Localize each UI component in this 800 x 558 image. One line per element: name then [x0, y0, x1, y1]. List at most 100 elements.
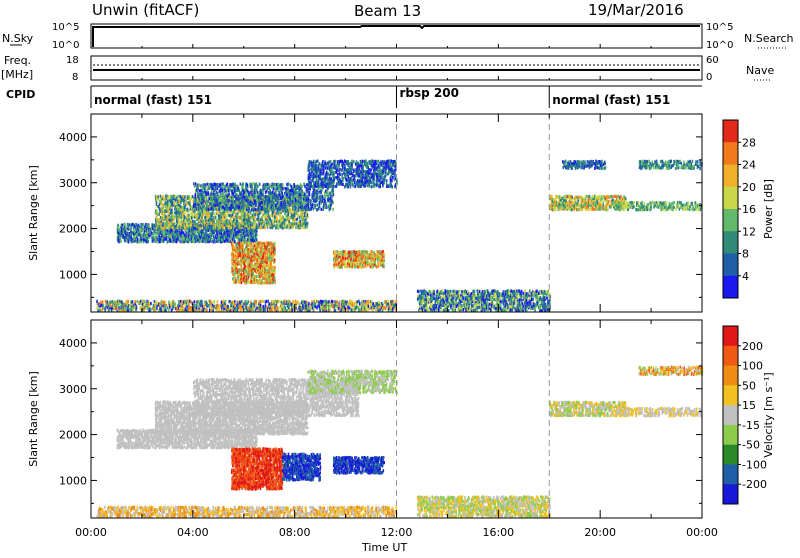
- scatter-cell: [259, 183, 261, 186]
- scatter-cell: [168, 207, 170, 210]
- scatter-cell: [300, 224, 302, 227]
- scatter-cell: [475, 294, 477, 297]
- scatter-cell: [266, 195, 268, 198]
- scatter-cell: [268, 300, 270, 303]
- scatter-cell: [431, 303, 433, 306]
- scatter-cell: [199, 309, 201, 312]
- scatter-cell: [373, 302, 375, 305]
- scatter-cell: [549, 300, 551, 303]
- scatter-cell: [139, 225, 141, 228]
- scatter-cell: [282, 195, 284, 198]
- scatter-cell: [189, 306, 191, 309]
- nsky-panel: N.Sky 10^5 10^0 10^5 10^0 N.Search: [2, 22, 794, 80]
- scatter-cell: [524, 290, 526, 293]
- scatter-cell: [206, 202, 208, 205]
- scatter-cell: [206, 303, 208, 306]
- scatter-cell: [254, 226, 256, 229]
- scatter-cell: [168, 195, 170, 198]
- scatter-cell: [270, 185, 272, 188]
- scatter-cell: [162, 308, 164, 311]
- scatter-cell: [257, 185, 259, 188]
- scatter-cell: [127, 300, 129, 303]
- scatter-cell: [293, 305, 295, 308]
- scatter-cell: [200, 206, 202, 209]
- scatter-cell: [236, 216, 238, 219]
- scatter-cell: [205, 183, 207, 186]
- scatter-cell: [307, 214, 309, 217]
- scatter-cell: [359, 302, 361, 305]
- scatter-cell: [516, 289, 518, 292]
- scatter-cell: [507, 304, 509, 307]
- scatter-cell: [215, 216, 217, 219]
- scatter-cell: [229, 218, 231, 221]
- scatter-cell: [156, 226, 158, 229]
- scatter-cell: [196, 300, 198, 303]
- scatter-cell: [219, 206, 221, 209]
- scatter-cell: [288, 182, 290, 185]
- scatter-cell: [129, 228, 131, 231]
- scatter-cell: [201, 300, 203, 303]
- scatter-cell: [247, 184, 249, 187]
- scatter-cell: [337, 300, 339, 303]
- scatter-cell: [251, 186, 253, 189]
- scatter-cell: [266, 300, 268, 303]
- scatter-cell: [239, 233, 241, 236]
- scatter-cell: [213, 305, 215, 308]
- scatter-cell: [463, 297, 465, 300]
- scatter-cell: [297, 301, 299, 304]
- scatter-cell: [172, 224, 174, 227]
- scatter-cell: [99, 309, 101, 312]
- scatter-cell: [182, 305, 184, 308]
- scatter-cell: [465, 289, 467, 292]
- scatter-cell: [230, 195, 232, 198]
- scatter-cell: [251, 193, 253, 196]
- scatter-cell: [254, 216, 256, 219]
- scatter-cell: [383, 306, 385, 309]
- cpid-mode-label: normal (fast) 151: [552, 93, 670, 107]
- scatter-cell: [255, 308, 257, 311]
- scatter-cell: [517, 296, 519, 299]
- date-title: 19/Mar/2016: [588, 1, 684, 19]
- scatter-cell: [385, 307, 387, 310]
- scatter-cell: [285, 222, 287, 225]
- scatter-cell: [526, 308, 528, 311]
- scatter-cell: [152, 307, 154, 310]
- scatter-cell: [217, 300, 219, 303]
- scatter-cell: [219, 183, 221, 186]
- scatter-cell: [440, 306, 442, 309]
- scatter-cell: [357, 300, 359, 303]
- scatter-cell: [184, 234, 186, 237]
- scatter-cell: [297, 214, 299, 217]
- scatter-cell: [196, 306, 198, 309]
- scatter-cell: [393, 300, 395, 303]
- scatter-cell: [229, 214, 231, 217]
- scatter-cell: [208, 208, 210, 211]
- scatter-cell: [460, 300, 462, 303]
- scatter-cell: [195, 182, 197, 185]
- scatter-cell: [219, 226, 221, 229]
- scatter-cell: [236, 193, 238, 196]
- scatter-cell: [339, 304, 341, 307]
- scatter-cell: [542, 290, 544, 293]
- scatter-cell: [164, 226, 166, 229]
- scatter-cell: [242, 182, 244, 185]
- scatter-cell: [156, 301, 158, 304]
- scatter-cell: [260, 300, 262, 303]
- scatter-cell: [196, 235, 198, 238]
- scatter-cell: [205, 187, 207, 190]
- scatter-cell: [207, 226, 209, 229]
- scatter-cell: [351, 300, 353, 303]
- scatter-cell: [419, 290, 421, 293]
- scatter-cell: [217, 183, 219, 186]
- freq-tick-top: 18: [66, 55, 79, 66]
- scatter-cell: [120, 240, 122, 243]
- scatter-cell: [232, 182, 234, 185]
- scatter-cell: [262, 193, 264, 196]
- scatter-cell: [184, 304, 186, 307]
- scatter-cell: [195, 222, 197, 225]
- scatter-cell: [206, 197, 208, 200]
- scatter-cell: [495, 293, 497, 296]
